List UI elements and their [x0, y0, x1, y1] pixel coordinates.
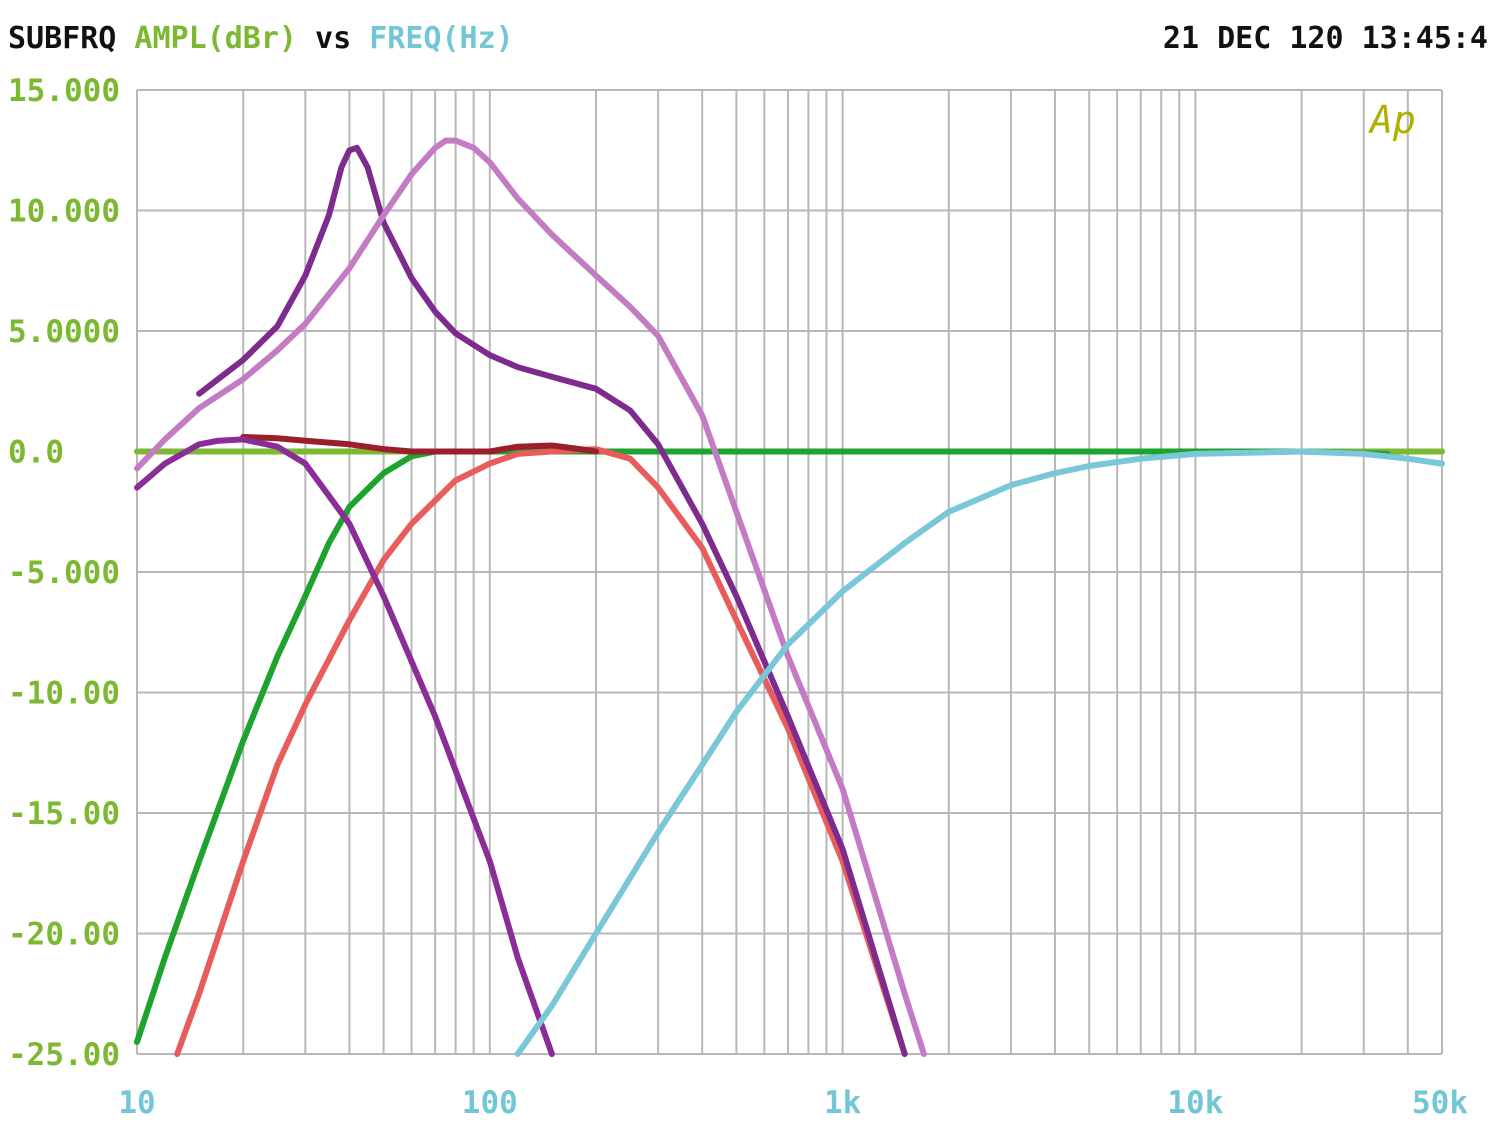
header-part: SUBFRQ	[8, 21, 116, 56]
series-line-4	[240, 434, 599, 455]
y-tick-label: 0.0	[8, 435, 64, 471]
header-part: FREQ(Hz)	[351, 21, 514, 56]
header-part: vs	[297, 21, 351, 56]
y-tick-label: 5.0000	[8, 314, 120, 350]
grid-lines	[136, 89, 1443, 1055]
y-tick-label: -15.00	[8, 796, 120, 832]
y-tick-label: 15.000	[8, 73, 120, 109]
y-tick-label: -25.00	[8, 1037, 120, 1073]
y-tick-label: -5.000	[8, 555, 120, 591]
tick-labels: 15.000 10.000 5.0000 0.0 -5.000 -10.00 -15.00 -…	[8, 73, 1468, 1121]
series-lines	[134, 137, 1445, 1057]
series-line-5	[134, 436, 555, 1057]
y-tick-label: -10.00	[8, 676, 120, 712]
y-tick-label: 10.000	[8, 194, 120, 230]
chart-header-title: SUBFRQ AMPL(dBr) vs FREQ(Hz)	[8, 21, 514, 56]
series-line-3	[174, 446, 908, 1057]
series-line-2	[134, 448, 1391, 1045]
header-part: AMPL(dBr)	[116, 21, 297, 56]
y-tick-label: -20.00	[8, 917, 120, 953]
x-tick-label: 100	[462, 1085, 518, 1121]
x-tick-label: 50k	[1412, 1085, 1468, 1121]
x-tick-label: 10	[118, 1085, 155, 1121]
x-tick-label: 1k	[824, 1085, 862, 1121]
series-line-7	[134, 137, 927, 1057]
audio-precision-logo: Ap	[1368, 98, 1416, 142]
series-line-6	[196, 144, 908, 1057]
chart-timestamp: 21 DEC 120 13:45:4	[1163, 21, 1488, 56]
series-line-8	[514, 448, 1445, 1057]
x-tick-label: 10k	[1167, 1085, 1223, 1121]
